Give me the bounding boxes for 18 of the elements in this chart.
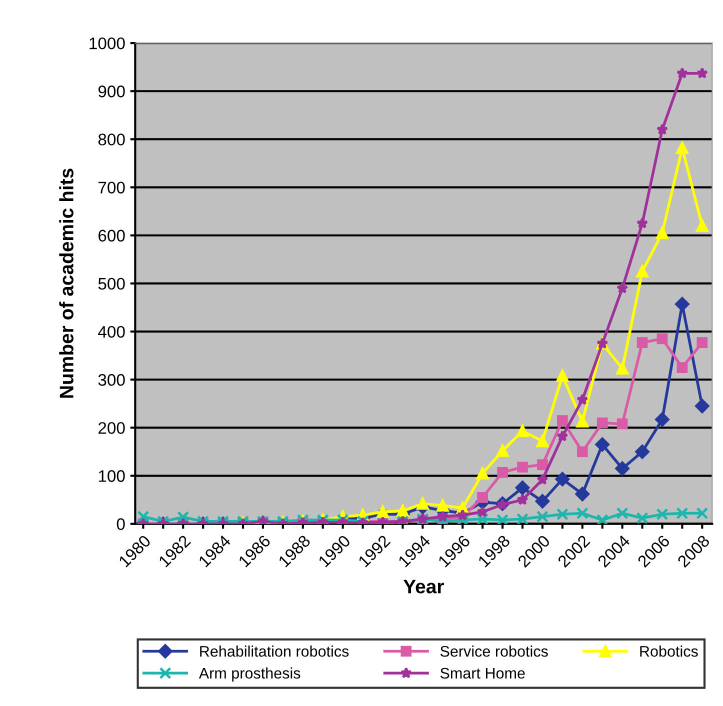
y-tick-label: 300 — [98, 374, 125, 386]
legend-label: Arm prosthesis — [198, 667, 300, 682]
y-tick-label: 800 — [98, 134, 125, 146]
y-tick-label: 100 — [98, 470, 125, 482]
legend-label: Service robotics — [440, 646, 548, 657]
y-tick-label: 0 — [116, 518, 125, 530]
y-tick-label: 500 — [98, 278, 125, 290]
y-tick-label: 600 — [98, 230, 125, 242]
x-axis-title: Year — [403, 580, 444, 594]
legend-label: Rehabilitation robotics — [200, 646, 349, 657]
legend-label: Robotics — [640, 646, 698, 657]
y-tick-label: 700 — [98, 182, 125, 194]
y-tick-label: 900 — [98, 86, 125, 98]
y-axis-title: Number of academic hits — [59, 168, 74, 398]
y-tick-label: 200 — [98, 422, 125, 434]
y-tick-label: 1000 — [90, 37, 125, 50]
legend-label: Smart Home — [440, 668, 525, 679]
y-tick-label: 400 — [98, 326, 125, 338]
